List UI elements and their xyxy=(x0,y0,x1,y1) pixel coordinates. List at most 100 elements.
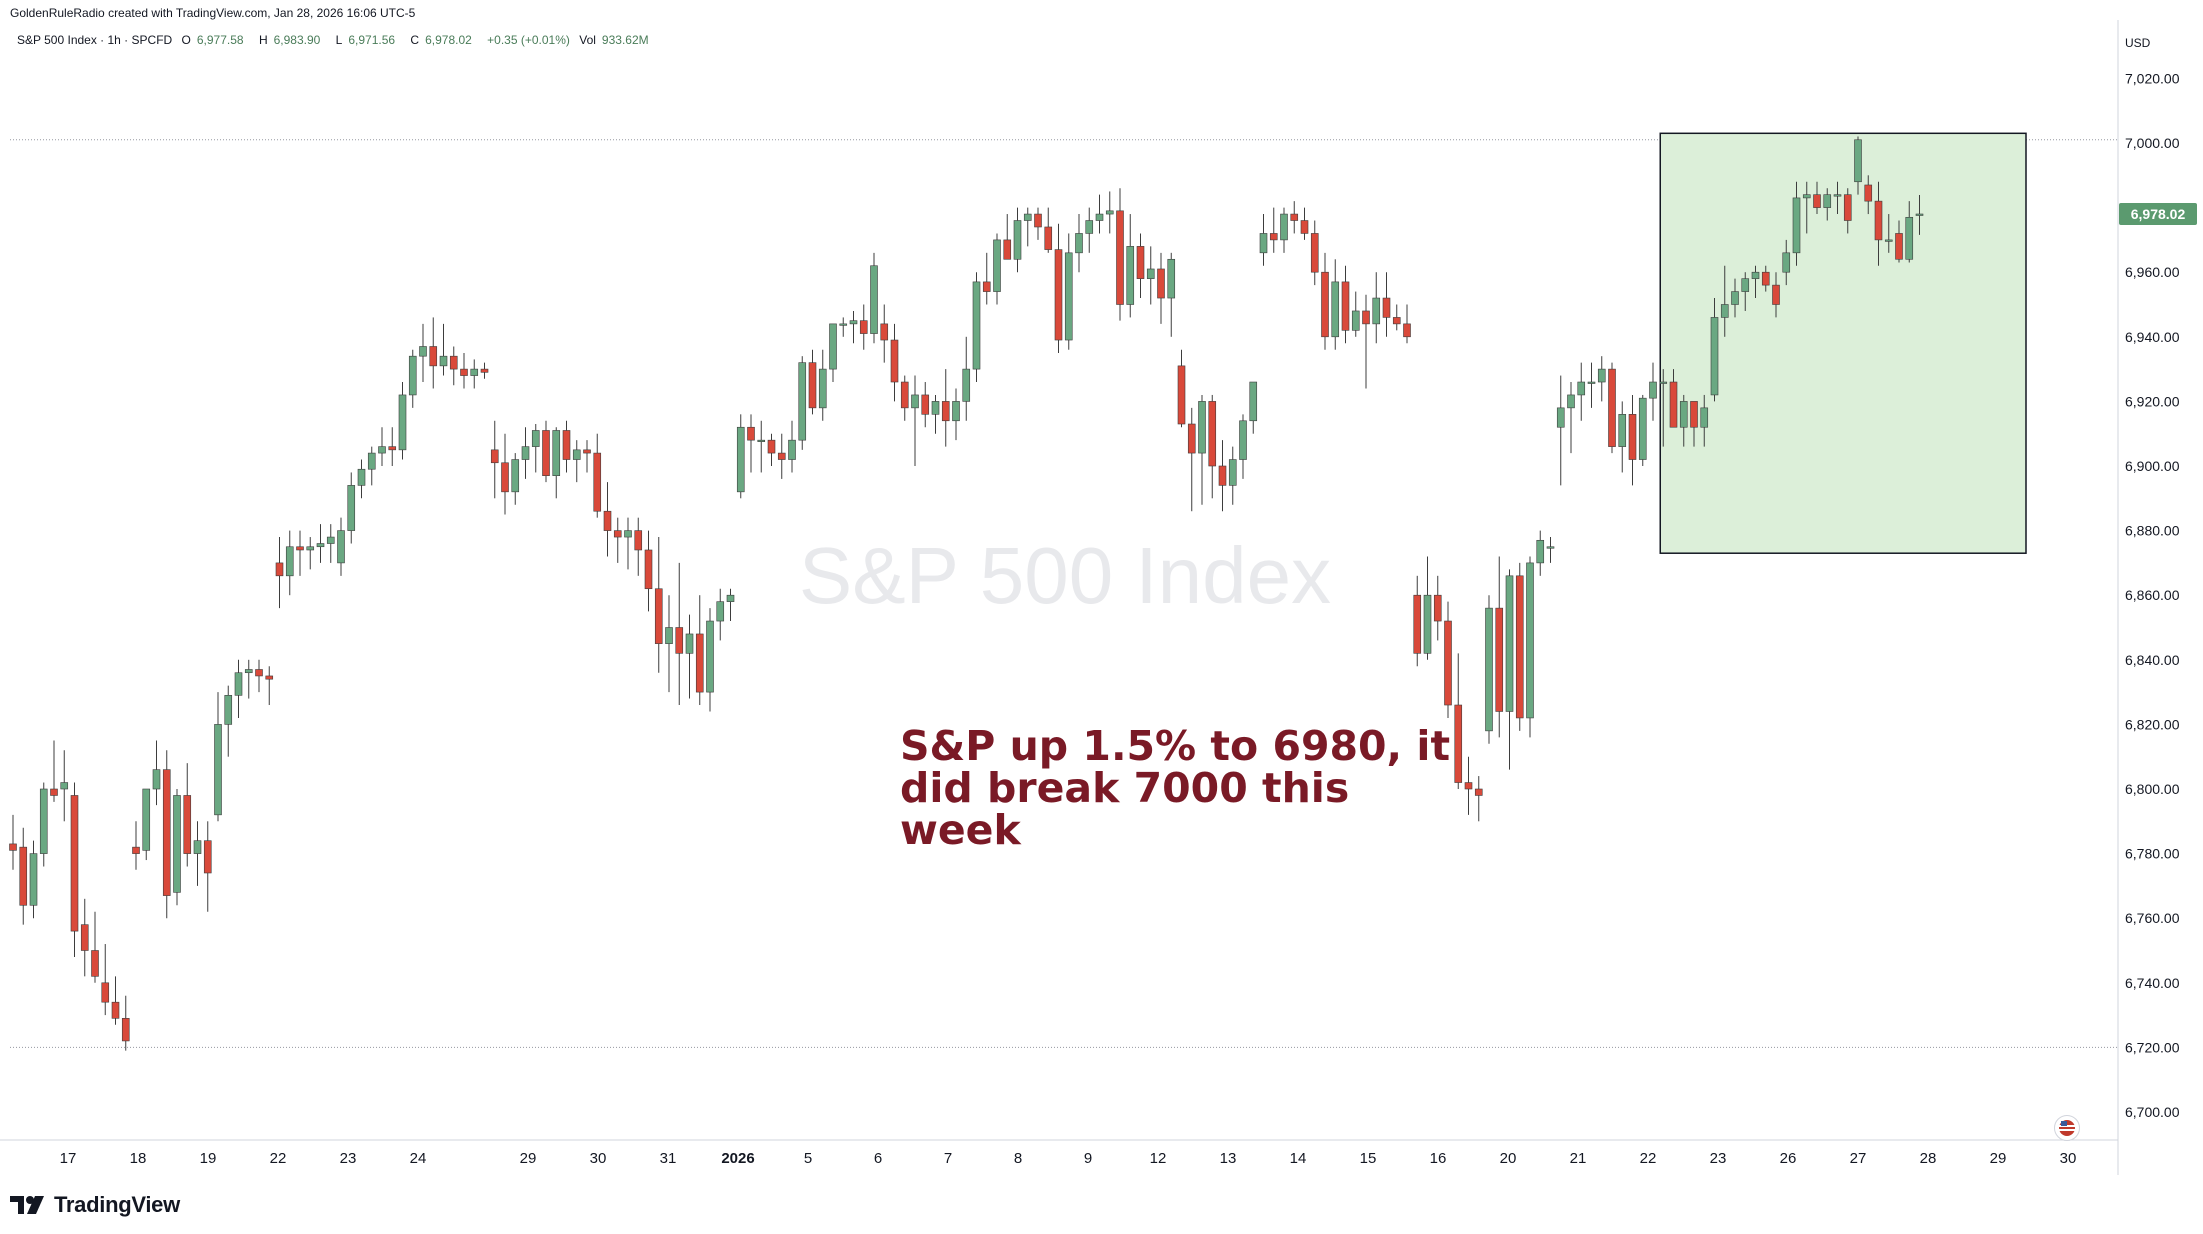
candle[interactable] xyxy=(1034,213,1042,228)
candle[interactable] xyxy=(1813,194,1821,208)
candle[interactable] xyxy=(1700,407,1709,428)
candle[interactable] xyxy=(1403,323,1411,338)
candle[interactable] xyxy=(1720,304,1729,318)
candle[interactable] xyxy=(1464,782,1473,790)
candle[interactable] xyxy=(1228,459,1237,486)
candle[interactable] xyxy=(654,588,663,644)
candle[interactable] xyxy=(1741,278,1750,292)
candle[interactable] xyxy=(1382,297,1391,318)
candle[interactable] xyxy=(29,853,38,906)
candle[interactable] xyxy=(203,840,212,874)
candle[interactable] xyxy=(1064,252,1073,341)
candle[interactable] xyxy=(1454,704,1463,783)
candle[interactable] xyxy=(152,769,161,790)
candle[interactable] xyxy=(173,795,181,893)
candle[interactable] xyxy=(80,924,89,951)
candle[interactable] xyxy=(1597,368,1606,383)
candle[interactable] xyxy=(1731,291,1739,305)
candle[interactable] xyxy=(972,281,981,370)
candle[interactable] xyxy=(1864,184,1873,202)
candle[interactable] xyxy=(1362,310,1370,325)
candle[interactable] xyxy=(1884,239,1893,242)
candle[interactable] xyxy=(265,675,274,680)
candle[interactable] xyxy=(162,769,171,896)
candle[interactable] xyxy=(1526,562,1534,719)
candle[interactable] xyxy=(583,449,591,454)
candle[interactable] xyxy=(952,401,960,422)
candle[interactable] xyxy=(890,339,899,383)
candle[interactable] xyxy=(1075,233,1083,254)
candle[interactable] xyxy=(521,446,530,460)
candle[interactable] xyxy=(1751,271,1760,279)
candle[interactable] xyxy=(747,426,755,441)
candle[interactable] xyxy=(183,795,192,854)
candle[interactable] xyxy=(1023,213,1032,221)
candle[interactable] xyxy=(1546,546,1555,549)
candle[interactable] xyxy=(1003,239,1012,260)
candle[interactable] xyxy=(1269,233,1278,241)
candle[interactable] xyxy=(1874,200,1883,241)
candle[interactable] xyxy=(1638,397,1647,460)
candle[interactable] xyxy=(1423,594,1432,654)
candle[interactable] xyxy=(1567,394,1575,409)
candle[interactable] xyxy=(1474,788,1483,796)
candle[interactable] xyxy=(726,594,735,602)
candle[interactable] xyxy=(419,346,427,357)
candle[interactable] xyxy=(1823,194,1832,208)
candle[interactable] xyxy=(1044,226,1053,250)
candle[interactable] xyxy=(1505,575,1514,712)
candle[interactable] xyxy=(941,401,950,422)
candle[interactable] xyxy=(1577,381,1586,396)
candle[interactable] xyxy=(849,320,858,325)
candle[interactable] xyxy=(234,672,243,696)
candle[interactable] xyxy=(1587,381,1596,384)
candle[interactable] xyxy=(624,530,632,538)
candle[interactable] xyxy=(675,627,684,654)
candle[interactable] xyxy=(490,449,499,464)
candle[interactable] xyxy=(1782,252,1791,273)
candle[interactable] xyxy=(1792,197,1801,254)
candle[interactable] xyxy=(1628,414,1637,460)
candle[interactable] xyxy=(993,239,1001,292)
candle[interactable] xyxy=(1321,271,1329,338)
candle[interactable] xyxy=(1669,381,1678,428)
candle[interactable] xyxy=(1280,213,1288,241)
candle[interactable] xyxy=(767,439,776,454)
candle[interactable] xyxy=(388,446,397,451)
candle[interactable] xyxy=(1649,381,1657,399)
candle[interactable] xyxy=(829,323,837,370)
candle[interactable] xyxy=(193,840,202,854)
candle[interactable] xyxy=(1833,194,1842,197)
candle[interactable] xyxy=(900,381,909,409)
candle[interactable] xyxy=(695,633,704,693)
candle[interactable] xyxy=(244,669,253,674)
candle[interactable] xyxy=(1854,139,1862,183)
candle[interactable] xyxy=(1239,420,1247,460)
candle[interactable] xyxy=(1710,317,1719,396)
candle[interactable] xyxy=(1413,594,1422,654)
candle[interactable] xyxy=(839,323,848,326)
candle[interactable] xyxy=(736,426,745,493)
candle[interactable] xyxy=(798,362,807,441)
candle[interactable] xyxy=(1157,268,1165,299)
candle[interactable] xyxy=(1259,233,1268,254)
candle[interactable] xyxy=(1300,220,1309,234)
candle[interactable] xyxy=(1556,407,1565,428)
candle[interactable] xyxy=(1249,381,1258,422)
candle[interactable] xyxy=(572,449,581,460)
candle[interactable] xyxy=(111,1001,120,1019)
candle[interactable] xyxy=(285,546,294,577)
candle[interactable] xyxy=(1433,594,1442,622)
candle[interactable] xyxy=(1679,401,1688,428)
candle[interactable] xyxy=(644,549,653,590)
candle[interactable] xyxy=(706,620,714,693)
candle[interactable] xyxy=(818,368,827,409)
candle[interactable] xyxy=(60,782,69,790)
candle[interactable] xyxy=(1843,194,1852,221)
candle[interactable] xyxy=(634,530,643,551)
candle[interactable] xyxy=(132,846,140,854)
candle[interactable] xyxy=(1608,368,1616,447)
candle[interactable] xyxy=(1802,194,1811,199)
candle[interactable] xyxy=(296,546,304,551)
us-flag-icon[interactable] xyxy=(2054,1115,2080,1141)
